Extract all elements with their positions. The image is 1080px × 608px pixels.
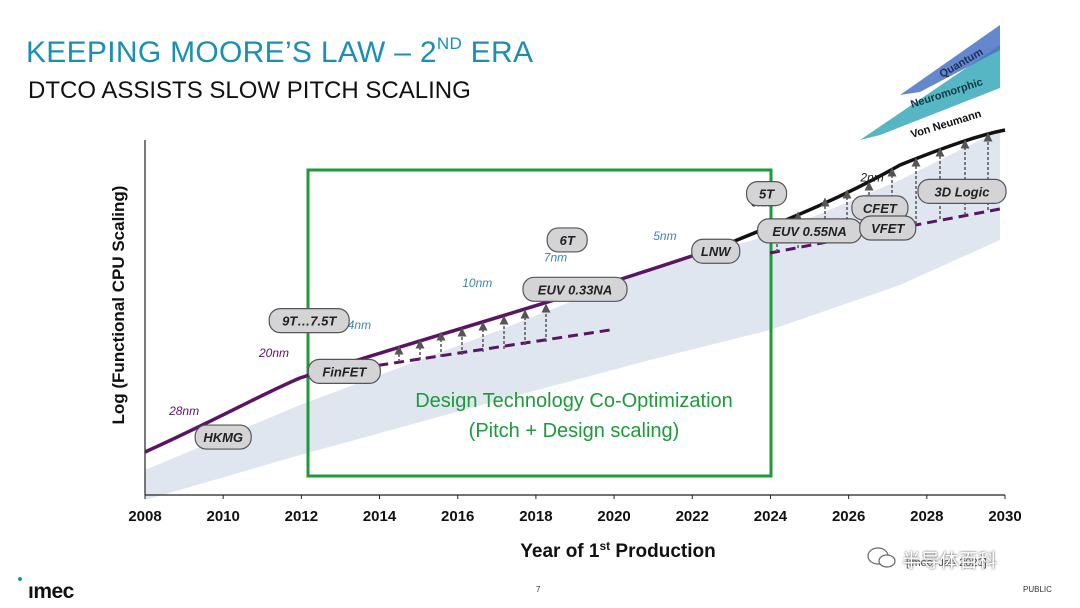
tech-pill-label: VFET — [871, 221, 905, 236]
tech-pill-bg — [268, 308, 350, 334]
x-axis-label: Year of 1st Production — [520, 539, 715, 562]
quantum-band — [900, 25, 1000, 95]
tech-pill-bg — [859, 215, 917, 241]
tech-pill-label: LNW — [701, 244, 732, 259]
dtco-title: Design Technology Co-Optimization — [415, 390, 733, 412]
tech-pill-bg — [546, 227, 588, 253]
x-tick-label: 2012 — [285, 508, 318, 525]
wechat-icon — [867, 547, 896, 568]
dtco-subtitle: (Pitch + Design scaling) — [469, 420, 680, 442]
x-tick-label: 2016 — [441, 508, 474, 525]
tech-pill-bg — [522, 276, 628, 302]
tech-pill-label: 9T…7.5T — [282, 314, 337, 329]
x-tick-label: 2030 — [988, 508, 1021, 525]
citation: [imec, Jan 2023] — [906, 557, 987, 569]
classification-label: PUBLIC — [1023, 585, 1052, 594]
tech-pill-label: 3D Logic — [935, 184, 991, 199]
technology-pills: HKMG 9T…7.5T FinFET 6T EUV 0.33NA LNW 5T EUV 0.… — [194, 178, 1007, 450]
x-tick-label: 2020 — [597, 508, 630, 525]
tech-pill-bg — [194, 424, 252, 450]
x-tick-label: 2024 — [754, 508, 788, 525]
x-tick-label: 2028 — [910, 508, 943, 525]
slide-subtitle: DTCO ASSISTS SLOW PITCH SCALING — [28, 77, 471, 104]
tech-pill-label: EUV 0.55NA — [772, 224, 846, 239]
neuromorphic-band — [860, 45, 1000, 140]
tech-pill-bg — [307, 358, 381, 384]
page-number: 7 — [536, 585, 541, 594]
tech-pill-bg — [691, 238, 741, 264]
node-label: 7nm — [544, 251, 567, 265]
node-label: 20nm — [258, 346, 289, 360]
x-tick-label: 2018 — [519, 508, 552, 525]
scaling-band — [145, 130, 1000, 500]
x-tick-labels: 2008 2010 2012 2014 2016 2018 2020 2022 2024 2026… — [128, 495, 1022, 525]
tech-pill-label: HKMG — [203, 430, 243, 445]
node-label: 2nm — [859, 171, 883, 185]
tech-pill-label: FinFET — [322, 364, 367, 379]
imec-logo-dot — [18, 577, 22, 581]
node-label: 5nm — [653, 229, 676, 243]
x-tick-label: 2026 — [832, 508, 865, 525]
imec-logo: ımec — [28, 580, 74, 603]
tech-pill-label: CFET — [863, 201, 898, 216]
tech-pill-label: 5T — [759, 187, 775, 202]
x-tick-label: 2022 — [676, 508, 709, 525]
tech-pill-bg — [917, 178, 1007, 204]
watermark-text: 半导体百科 — [902, 550, 998, 572]
y-axis-label: Log (Functional CPU Scaling) — [109, 186, 128, 425]
tech-pill-label: 6T — [560, 233, 576, 248]
tech-pill-bg — [745, 181, 788, 207]
node-label: 28nm — [168, 404, 199, 418]
x-tick-label: 2014 — [363, 508, 397, 525]
node-label: 10nm — [462, 276, 492, 290]
slide-title: KEEPING MOORE’S LAW – 2ND ERA — [26, 34, 534, 69]
series-von-neumann — [692, 128, 1006, 260]
tech-pill-label: EUV 0.33NA — [538, 282, 612, 297]
x-tick-label: 2008 — [128, 508, 161, 525]
x-tick-label: 2010 — [206, 508, 239, 525]
